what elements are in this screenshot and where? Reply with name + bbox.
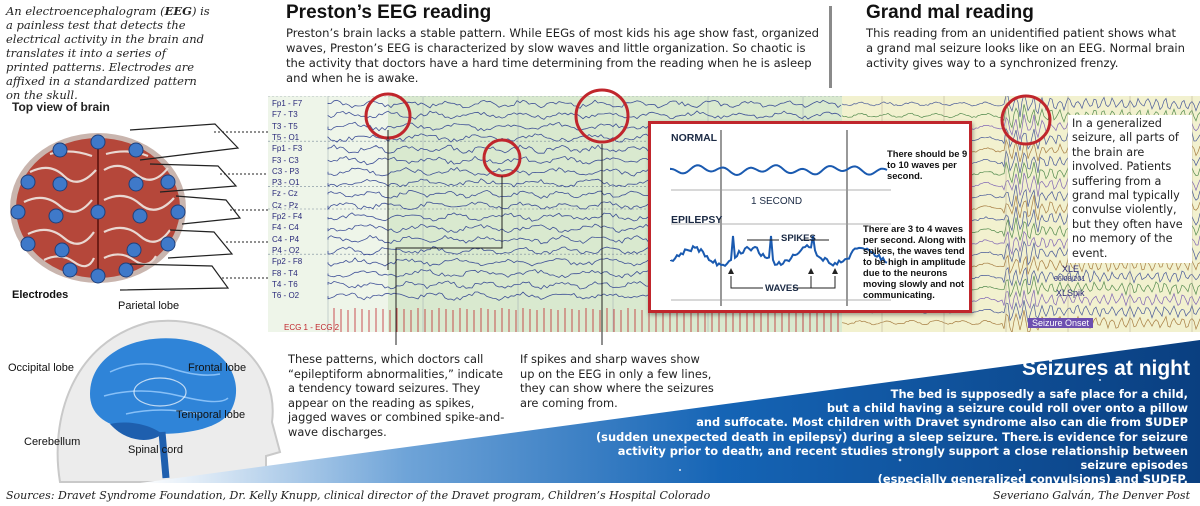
one-second-label: 1 SECOND (751, 196, 803, 207)
epilepsy-note: There are 3 to 4 waves per second. Along… (863, 223, 966, 300)
frontal-lobe-label: Frontal lobe (188, 362, 247, 374)
normal-label: NORMAL (671, 132, 718, 144)
grandmal-title: Grand mal reading (866, 2, 1034, 23)
waves-label: WAVES (765, 283, 799, 294)
channel-label: T4 - T6 (272, 279, 298, 289)
channel-label: T5 - O1 (272, 132, 300, 142)
channel-label: Fp2 - F8 (272, 257, 303, 267)
channel-label: P4 - O2 (272, 245, 300, 255)
electrodes-label: Electrodes (12, 289, 69, 301)
highlight-circle-3 (574, 88, 630, 144)
channel-label: Fp1 - F7 (272, 99, 303, 108)
spikes-label: SPIKES (781, 233, 816, 244)
temporal-lobe-label: Temporal lobe (176, 409, 246, 421)
seizures-line: (sudden unexpected death in epilepsy) du… (595, 429, 1188, 444)
grandmal-marker-date: 06/08/201 (1054, 276, 1086, 283)
spikes-callout: If spikes and sharp waves show up on the… (520, 352, 714, 410)
channel-label: P3 - O1 (272, 178, 300, 188)
channel-label: F3 - C3 (272, 155, 299, 165)
occipital-lobe-label: Occipital lobe (8, 362, 75, 374)
seizures-line: (especially generalized convulsions) and… (877, 472, 1188, 487)
top-view-brain-illustration (10, 123, 268, 291)
highlight-circle-2 (482, 138, 522, 178)
channel-label: C3 - P3 (272, 166, 300, 176)
grandmal-highlight-circle (1000, 94, 1052, 146)
seizures-line: but a child having a seizure could roll … (826, 401, 1188, 416)
inset-graphic (670, 130, 891, 306)
seizures-blue-band (140, 340, 1200, 483)
grandmal-circle (1000, 94, 1052, 146)
channel-label: C4 - P4 (272, 234, 300, 244)
seizures-title: Seizures at night (1021, 357, 1190, 380)
channel-label: F4 - C4 (272, 223, 299, 233)
sources-credit: Sources: Dravet Syndrome Foundation, Dr.… (6, 489, 711, 502)
spinal-cord-label: Spinal cord (128, 444, 184, 456)
grandmal-marker-label: XLSpik (1056, 288, 1085, 298)
seizures-line: and suffocate. Most children with Dravet… (696, 415, 1188, 430)
normal-vs-epilepsy-inset: NORMAL There should be 9 to 10 waves per… (648, 121, 972, 313)
parietal-lobe-label: Parietal lobe (118, 300, 180, 312)
preston-body: Preston’s brain lacks a stable pattern. … (286, 26, 819, 85)
grandmal-note: In a generalized seizure, all parts of t… (1068, 115, 1192, 264)
cerebellum-label: Cerebellum (24, 436, 81, 448)
channel-label: ECG 1 - ECG 2 (284, 323, 340, 332)
seizure-onset-label: Seizure Onset (1028, 318, 1094, 328)
channel-label: Fp1 - F3 (272, 144, 303, 154)
channel-label: F8 - T4 (272, 268, 298, 278)
grandmal-marker-label-2: XLE (1062, 264, 1080, 274)
seizures-body: The bed is supposedly a safe place for a… (588, 387, 1188, 486)
intro-text: An electroencephalogram (EEG) is a painl… (6, 4, 210, 102)
channel-label: Cz - Pz (272, 200, 299, 210)
seizures-line: The bed is supposedly a safe place for a… (890, 387, 1188, 401)
channel-label: Fz - Cz (272, 189, 298, 199)
epilepsy-label: EPILEPSY (671, 214, 723, 226)
seizures-line: activity prior to death, and recent stud… (617, 443, 1188, 473)
channel-label: Fp2 - F4 (272, 212, 303, 221)
channel-label: T3 - T5 (272, 121, 298, 131)
top-view-heading: Top view of brain (12, 100, 110, 114)
section-divider (829, 6, 832, 88)
highlight-circle-1 (364, 92, 412, 140)
epileptiform-callout: These patterns, which doctors call “epil… (288, 352, 505, 439)
channel-label: T6 - O2 (272, 291, 300, 301)
grandmal-body: This reading from an unidentified patien… (866, 26, 1185, 70)
normal-note: There should be 9 to 10 waves per second… (887, 148, 968, 181)
highlight-circles (364, 88, 630, 178)
side-view-brain-illustration (56, 319, 282, 483)
channel-label: F7 - T3 (272, 110, 298, 120)
artist-credit: Severiano Galván, The Denver Post (993, 489, 1190, 502)
preston-title: Preston’s EEG reading (286, 2, 492, 23)
